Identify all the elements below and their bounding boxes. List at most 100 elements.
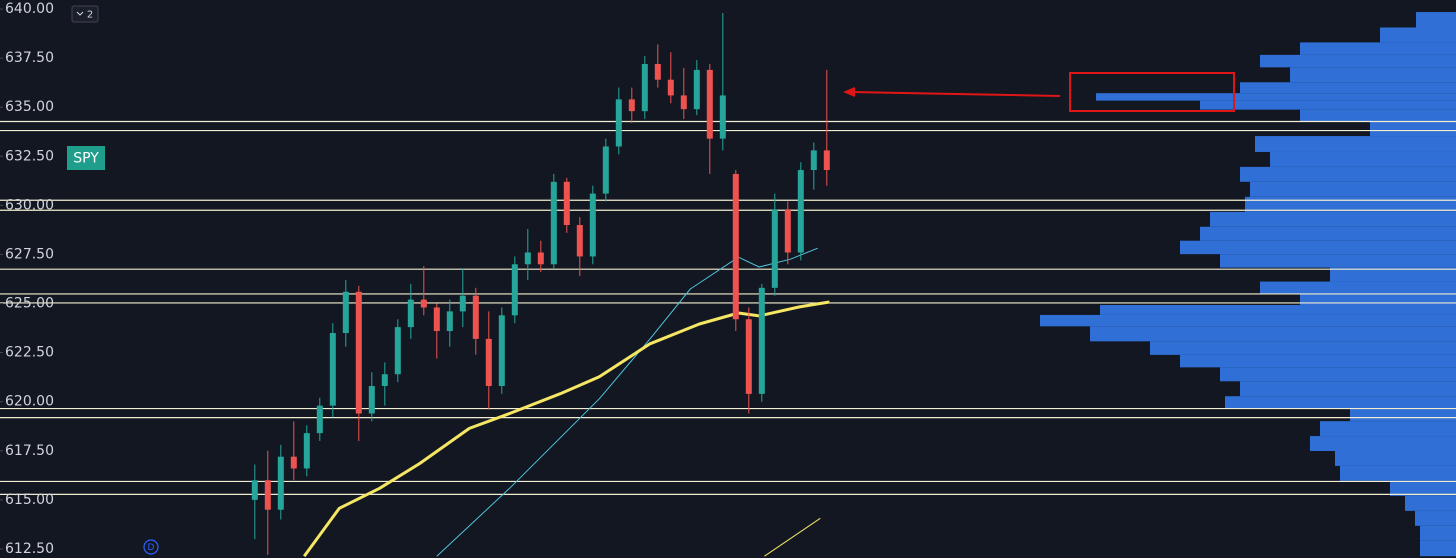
candle-body	[251, 480, 258, 500]
profile-bar	[1370, 121, 1456, 137]
profile-bar	[1096, 93, 1456, 101]
arrow-shaft	[851, 91, 1061, 97]
candle-body	[381, 374, 388, 387]
profile-bar	[1420, 525, 1456, 541]
candle-body	[498, 315, 505, 387]
profile-bar	[1250, 181, 1456, 197]
profile-bar	[1200, 100, 1456, 110]
candle-body	[810, 150, 817, 171]
profile-bar	[1260, 281, 1456, 295]
candle-body	[277, 456, 284, 510]
levels	[0, 120, 1456, 495]
candle-body	[316, 405, 323, 434]
candle-body	[823, 150, 830, 171]
candle-body	[771, 209, 778, 288]
profile-bar	[1245, 196, 1456, 212]
profile-bar	[1390, 480, 1456, 496]
y-tick-label: 620.00	[5, 394, 54, 410]
candle-body	[420, 299, 427, 308]
profile-bar	[1180, 240, 1456, 255]
profile-bar	[1225, 396, 1456, 409]
candle-body	[758, 287, 765, 394]
profile-bar	[1240, 381, 1456, 397]
candle-body	[628, 99, 635, 112]
candle-body	[654, 64, 661, 80]
profile-bar	[1300, 109, 1456, 122]
candle-body	[329, 332, 336, 406]
profile-bar	[1290, 67, 1456, 83]
profile-bar	[1320, 421, 1456, 437]
candle-body	[797, 170, 804, 253]
candle-body	[485, 338, 492, 387]
arrow-head	[843, 87, 855, 97]
candle-body	[355, 291, 362, 414]
candle-body	[303, 433, 310, 469]
profile-bar	[1300, 294, 1456, 306]
y-tick-label: 632.50	[5, 148, 54, 164]
candle-body	[576, 225, 583, 257]
profile-bar	[1340, 465, 1456, 481]
y-tick-label: 612.50	[5, 541, 54, 557]
indicator-label: D	[148, 543, 155, 553]
candle-body	[433, 307, 440, 332]
candle-body	[732, 173, 739, 320]
profile-bar	[1310, 436, 1456, 451]
y-tick-label: 637.50	[5, 50, 54, 66]
interval-label: 2	[87, 10, 93, 21]
profile-bar	[1240, 82, 1456, 94]
profile-bar	[1380, 27, 1456, 43]
candle-body	[368, 386, 375, 414]
candle-body	[706, 69, 713, 139]
candle-body	[589, 193, 596, 257]
candle-body	[693, 69, 700, 110]
candle-body	[290, 456, 297, 469]
candle-body	[342, 291, 349, 333]
candle-body	[563, 181, 570, 226]
candle-body	[459, 295, 466, 312]
profile-bar	[1150, 341, 1456, 355]
profile-bar	[1415, 510, 1456, 526]
profile-bar	[1420, 540, 1456, 557]
profile-bar	[1220, 367, 1456, 382]
candles	[251, 12, 830, 555]
y-tick-label: 635.00	[5, 99, 54, 115]
profile-bar	[1200, 226, 1456, 241]
candle-body	[667, 79, 674, 96]
candle-body	[641, 64, 648, 112]
profile-bar	[1335, 450, 1456, 466]
interval-badge[interactable]	[71, 5, 99, 23]
symbol-label: SPY	[73, 151, 99, 167]
moving-averages	[302, 247, 830, 558]
profile-bar	[1416, 12, 1456, 28]
y-tick-label: 630.00	[5, 197, 54, 213]
profile-bar	[1100, 305, 1456, 315]
chevron	[76, 11, 84, 16]
candle-body	[784, 209, 791, 253]
indicator-badge[interactable]	[143, 539, 159, 555]
candle-body	[264, 480, 271, 510]
profile-bar	[1350, 408, 1456, 422]
profile-bar	[1210, 211, 1456, 227]
profile-bar	[1240, 166, 1456, 182]
moving-average	[302, 300, 830, 558]
candle-body	[394, 327, 401, 375]
volume-profile	[1040, 12, 1456, 557]
profile-bar	[1405, 495, 1456, 511]
candle-body	[472, 295, 479, 339]
profile-bar	[1260, 54, 1456, 68]
y-axis: 640.00 637.50 635.00 632.50 630.00 627.50 625.…	[0, 1, 54, 557]
y-tick-label: 627.50	[5, 246, 54, 262]
profile-bar	[1270, 151, 1456, 167]
y-tick-label: 640.00	[5, 1, 54, 17]
profile-bar	[1040, 314, 1456, 327]
candle-body	[680, 95, 687, 110]
profile-bar	[1255, 136, 1456, 152]
candle-body	[615, 99, 622, 147]
symbol-badge	[67, 146, 105, 170]
candle-body	[446, 311, 453, 332]
y-tick-label: 625.00	[5, 296, 54, 312]
y-tick-label: 617.50	[5, 443, 54, 459]
candle-body	[550, 181, 557, 265]
